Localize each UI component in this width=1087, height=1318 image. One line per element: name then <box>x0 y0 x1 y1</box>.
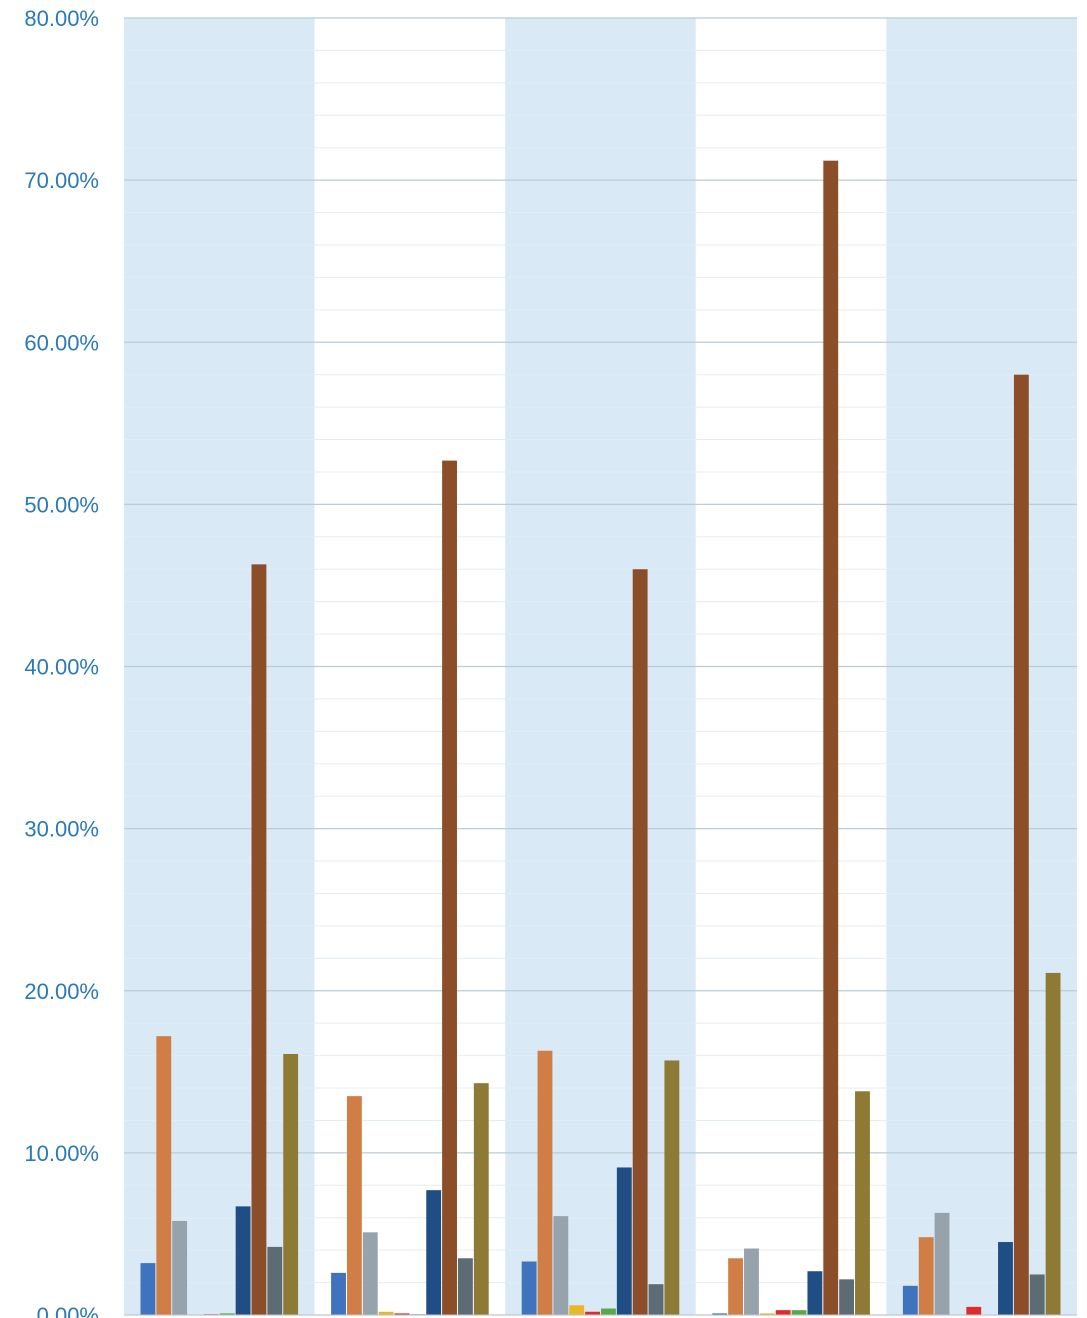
y-tick-label: 20.00% <box>24 979 99 1004</box>
bar <box>569 1305 585 1315</box>
bar <box>744 1248 759 1315</box>
y-tick-label: 0.00% <box>37 1303 99 1318</box>
bar <box>728 1258 744 1315</box>
bar <box>473 1083 489 1315</box>
bar <box>331 1272 346 1315</box>
y-tick-label: 70.00% <box>24 168 99 193</box>
gridlines <box>124 17 1077 1316</box>
bar <box>1045 972 1061 1315</box>
bar <box>823 160 839 1315</box>
bar <box>219 1313 235 1315</box>
y-tick-label: 10.00% <box>24 1141 99 1166</box>
y-tick-label: 30.00% <box>24 817 99 842</box>
bar <box>537 1050 553 1315</box>
bar <box>855 1091 870 1315</box>
bar <box>934 1212 950 1315</box>
bar <box>362 1232 378 1315</box>
bar <box>346 1096 362 1315</box>
bar <box>585 1311 600 1315</box>
bar <box>966 1306 982 1315</box>
bar <box>442 460 457 1315</box>
bars <box>140 160 1061 1315</box>
bar <box>1013 374 1029 1315</box>
bar <box>394 1313 410 1315</box>
bar <box>775 1310 791 1315</box>
y-tick-label: 80.00% <box>24 6 99 31</box>
bar <box>712 1313 728 1315</box>
bar <box>156 1036 172 1315</box>
bar <box>140 1263 156 1315</box>
bar <box>251 564 267 1315</box>
bar <box>267 1246 283 1315</box>
bar <box>553 1216 569 1315</box>
bar <box>283 1053 299 1315</box>
bar <box>791 1310 807 1315</box>
bar <box>1029 1274 1045 1315</box>
bar <box>378 1311 394 1315</box>
bar <box>759 1313 775 1315</box>
bar <box>998 1242 1013 1315</box>
bar <box>918 1237 934 1315</box>
bar <box>648 1284 664 1315</box>
bar <box>426 1190 442 1315</box>
y-axis-tick-labels: 0.00% 10.00% 20.00% 30.00% 40.00% 50.00% 60.00… <box>24 6 99 1318</box>
bar <box>521 1261 537 1315</box>
bar <box>616 1167 632 1315</box>
bar <box>172 1220 188 1315</box>
y-tick-label: 40.00% <box>24 655 99 680</box>
bar <box>601 1308 616 1315</box>
bar <box>457 1258 473 1315</box>
bar <box>902 1285 918 1315</box>
bar <box>807 1271 823 1315</box>
y-tick-label: 60.00% <box>24 330 99 355</box>
bar <box>632 569 648 1315</box>
bar <box>839 1279 855 1315</box>
bar <box>235 1206 251 1315</box>
bar <box>664 1060 680 1315</box>
y-tick-label: 50.00% <box>24 492 99 517</box>
